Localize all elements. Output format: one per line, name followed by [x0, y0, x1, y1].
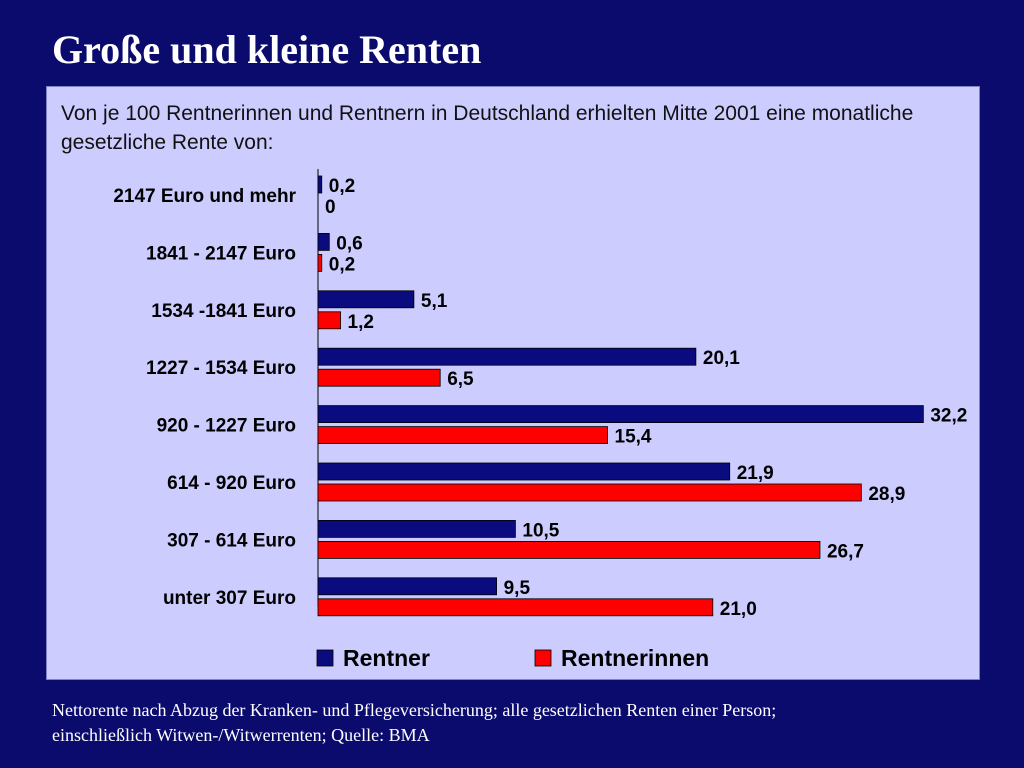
bar-rentner: [317, 175, 323, 194]
data-label: 20,1: [703, 348, 740, 369]
data-label: 28,9: [868, 484, 905, 505]
category-label: 307 - 614 Euro: [167, 530, 296, 551]
data-label: 21,0: [720, 599, 757, 620]
data-label: 15,4: [615, 427, 652, 448]
bar-rentnerinnen: [317, 311, 341, 330]
chart-panel: Von je 100 Rentnerinnen und Rentnern in …: [46, 86, 980, 680]
footnote-line-1: Nettorente nach Abzug der Kranken- und P…: [52, 700, 777, 720]
category-label: 1841 - 2147 Euro: [146, 243, 296, 264]
category-label: 2147 Euro und mehr: [113, 186, 296, 207]
legend-label-rentner: Rentner: [343, 645, 430, 671]
footnote-line-2: einschließlich Witwen-/Witwerrenten; Que…: [52, 725, 430, 746]
data-label: 9,5: [504, 578, 531, 599]
data-label: 26,7: [827, 541, 864, 562]
bar-rentnerinnen: [317, 253, 323, 272]
category-label: 920 - 1227 Euro: [157, 416, 296, 437]
slide-title: Große und kleine Renten: [52, 27, 482, 72]
data-label: 0: [325, 197, 336, 218]
footnote: Nettorente nach Abzug der Kranken- und P…: [52, 698, 1012, 748]
data-label: 0,6: [336, 233, 362, 254]
category-label: 614 - 920 Euro: [167, 473, 296, 494]
data-label: 0,2: [329, 176, 355, 197]
category-label: 1227 - 1534 Euro: [146, 358, 296, 379]
bar-rentner: [317, 577, 498, 596]
bar-rentner: [317, 232, 330, 251]
legend-swatch-rentnerinnen: [534, 649, 552, 667]
bar-rentnerinnen: [317, 540, 821, 559]
bar-rentner: [317, 519, 516, 538]
legend-swatch-rentner: [316, 649, 334, 667]
bar-rentnerinnen: [317, 368, 441, 387]
bar-rentner: [317, 290, 415, 309]
bar-rentner: [317, 347, 697, 366]
category-label: 1534 -1841 Euro: [151, 301, 296, 322]
bar-rentnerinnen: [317, 483, 862, 502]
category-label: unter 307 Euro: [163, 588, 296, 609]
bar-rentner: [317, 405, 924, 424]
data-label: 6,5: [447, 369, 474, 390]
data-label: 1,2: [348, 312, 374, 333]
bar-rentnerinnen: [317, 426, 608, 445]
data-label: 10,5: [522, 520, 559, 541]
data-label: 0,2: [329, 254, 355, 275]
data-label: 21,9: [737, 463, 774, 484]
chart-title: Von je 100 Rentnerinnen und Rentnern in …: [61, 102, 914, 155]
data-label: 32,2: [930, 406, 967, 427]
bar-rentner: [317, 462, 731, 481]
data-label: 5,1: [421, 291, 448, 312]
bar-rentnerinnen: [317, 598, 714, 617]
legend-label-rentnerinnen: Rentnerinnen: [561, 645, 709, 671]
